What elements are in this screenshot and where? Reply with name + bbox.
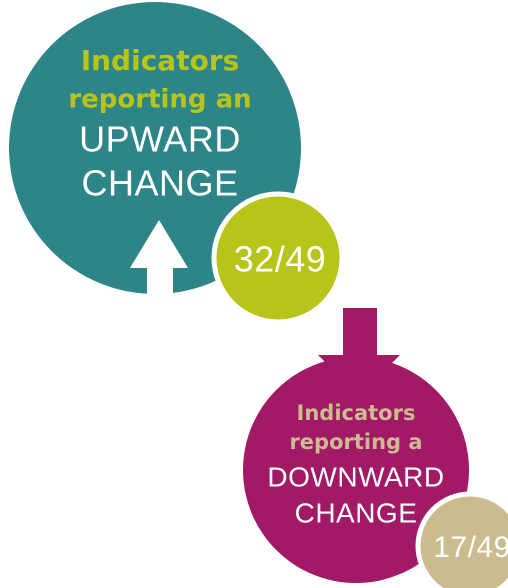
up-arrow (130, 220, 188, 298)
upward-line4: CHANGE (81, 163, 238, 204)
upward-line3: UPWARD (79, 119, 241, 160)
downward-line4: CHANGE (295, 497, 418, 528)
upward-count: 32/49 (234, 239, 327, 280)
downward-line2: reporting a (289, 430, 422, 454)
upward-count-circle (211, 191, 345, 325)
downward-line3: DOWNWARD (267, 461, 444, 492)
upward-line1: Indicators (81, 44, 240, 77)
upward-line2: reporting an (68, 85, 251, 115)
downward-line1: Indicators (297, 401, 416, 425)
downward-count: 17/49 (433, 531, 508, 564)
downward-count-circle (415, 491, 508, 588)
downward-circle (243, 357, 469, 583)
